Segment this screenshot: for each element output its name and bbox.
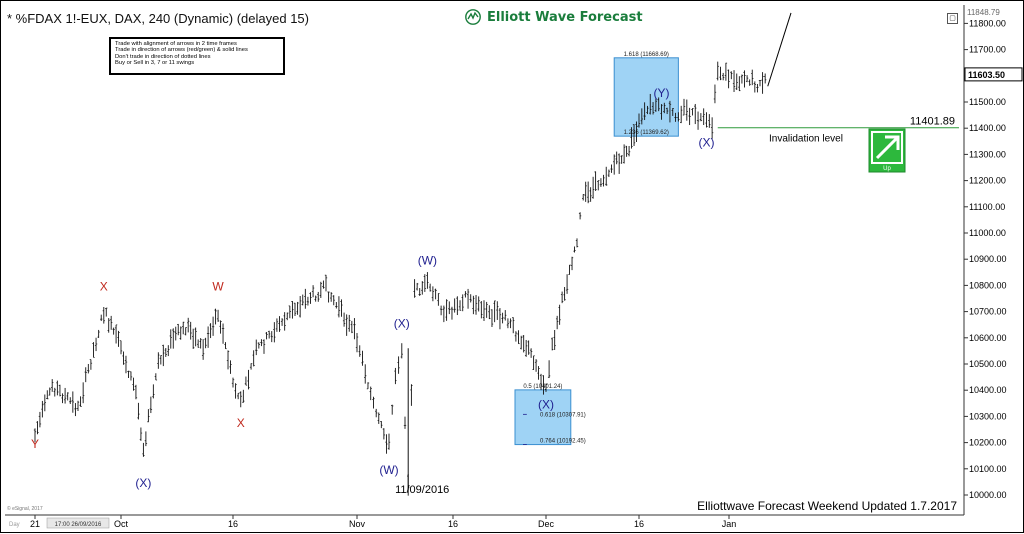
- cursor-date-label: 17:00 26/09/2016: [55, 522, 102, 528]
- wave-label: (X): [699, 136, 715, 150]
- y-tick-label: 10000.00: [969, 490, 1007, 500]
- fib-box-top-label: 1.618 (11668.69): [624, 52, 669, 58]
- x-tick-label: Oct: [114, 519, 129, 529]
- date-annotation: 11/09/2016: [395, 484, 449, 496]
- fib-box-top-label: 0.5 (10401.24): [523, 384, 562, 390]
- fib-box-bottom-label: 1.236 (11369.62): [624, 130, 669, 136]
- footer-update-text: Elliottwave Forecast Weekend Updated 1.7…: [697, 499, 957, 513]
- invalidation-value-label: 11401.89: [910, 116, 955, 128]
- y-tick-label: 10200.00: [969, 438, 1007, 448]
- x-tick-label: 16: [228, 519, 238, 529]
- y-tick-label: 11100.00: [969, 202, 1005, 212]
- y-tick-label: 10500.00: [969, 359, 1007, 369]
- y-tick-label: 11500.00: [969, 97, 1006, 107]
- wave-label: X: [100, 280, 108, 294]
- wave-label: W: [212, 280, 224, 294]
- fib-target-box: [514, 389, 572, 446]
- up-arrow-frame: [871, 131, 903, 164]
- x-tick-label: 16: [634, 519, 644, 529]
- rule-line: Trade with alignment of arrows in 2 time…: [115, 41, 237, 47]
- rule-line: Don't trade in direction of dotted lines: [115, 53, 211, 60]
- wave-label: (Y): [654, 86, 670, 100]
- up-arrow-icon: [875, 135, 900, 160]
- x-tick-label: 16: [448, 519, 458, 529]
- last-price-label: 11603.50: [968, 70, 1005, 80]
- fib-box-bottom-label: 0.764 (10192.45): [540, 439, 586, 445]
- invalidation-label: Invalidation level: [769, 134, 843, 145]
- x-tick-label: Dec: [538, 519, 555, 529]
- y-tick-label: 10600.00: [969, 333, 1007, 343]
- wave-label: X: [237, 416, 245, 430]
- y-tick-label: 10900.00: [969, 254, 1007, 264]
- y-tick-label: 11700.00: [969, 45, 1006, 55]
- x-tick-label: Jan: [722, 519, 737, 529]
- wave-label: Y: [31, 437, 39, 451]
- wave-label: (X): [135, 476, 151, 490]
- up-arrow-label: Up: [883, 166, 891, 172]
- brand-logo: Elliott Wave Forecast: [465, 9, 643, 25]
- elliott-wave-logo-icon: [465, 9, 481, 25]
- y-tick-label: 10700.00: [969, 307, 1007, 317]
- y-tick-label: 10300.00: [969, 411, 1007, 421]
- y-tick-label: 10400.00: [969, 385, 1007, 395]
- x-tick-label: 21: [30, 519, 40, 529]
- wave-label: (W): [379, 463, 398, 477]
- fib-target-box: [613, 57, 679, 137]
- projection-line: [767, 12, 792, 87]
- y-tick-label: 11300.00: [969, 149, 1006, 159]
- y-tick-label: 10800.00: [969, 280, 1007, 290]
- cursor-date-box: [46, 517, 110, 529]
- y-tick-label: 11800.00: [969, 18, 1006, 28]
- cursor-prefix-label: Day: [9, 522, 20, 528]
- wave-label: (X): [538, 398, 554, 412]
- chart-title: * %FDAX 1!-EUX, DAX, 240 (Dynamic) (dela…: [7, 11, 309, 26]
- trading-rules-box: Trade with alignment of arrows in 2 time…: [109, 37, 285, 75]
- top-price-label: 11848.79: [967, 8, 1000, 17]
- y-tick-label: 10100.00: [969, 464, 1007, 474]
- fib-box-mid-label: 0.618 (10307.91): [540, 412, 586, 418]
- copyright-text: © eSignal, 2017: [7, 506, 43, 512]
- wave-label: (W): [418, 253, 437, 267]
- last-price-box: [964, 67, 1023, 82]
- wave-label: (X): [394, 316, 410, 330]
- y-tick-label: 11000.00: [969, 228, 1006, 238]
- y-tick-label: 11400.00: [969, 123, 1006, 133]
- y-tick-label: 11200.00: [969, 176, 1006, 186]
- rule-line: Trade in direction of arrows (red/green)…: [115, 47, 248, 54]
- brand-name: Elliott Wave Forecast: [487, 9, 643, 25]
- chart-settings-button[interactable]: ▢: [947, 13, 958, 24]
- x-tick-label: Nov: [349, 519, 366, 529]
- rule-line: Buy or Sell in 3, 7 or 11 swings: [115, 60, 195, 67]
